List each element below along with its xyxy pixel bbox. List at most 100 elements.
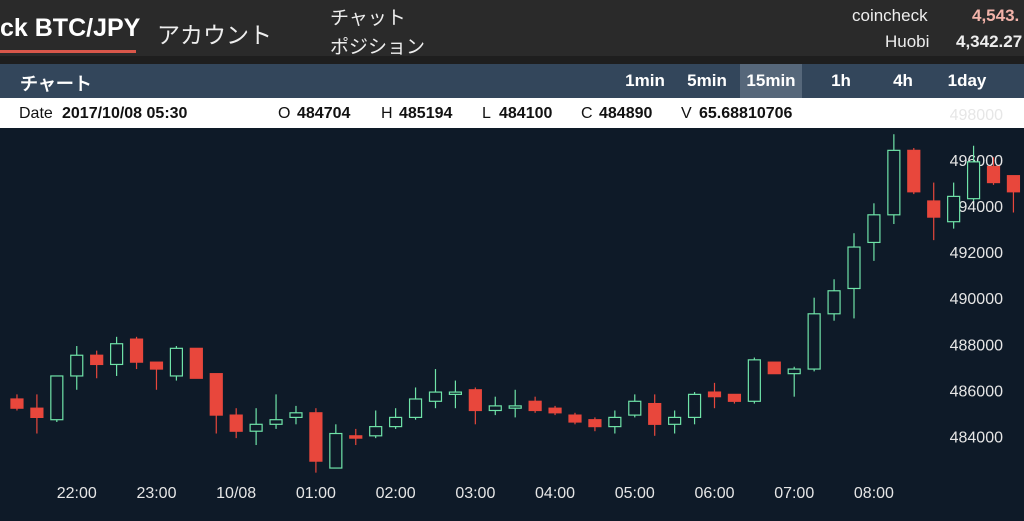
candle-body [648, 402, 662, 425]
candle-body [986, 165, 1001, 184]
y-tick-label: 498000 [950, 107, 1003, 124]
candle-body [727, 393, 742, 402]
candle-body [129, 338, 144, 363]
y-tick-label: 494000 [950, 199, 1003, 216]
info-value: 484704 [297, 105, 350, 122]
candle-body [966, 161, 981, 200]
x-tick-label: 08:00 [854, 485, 894, 502]
candle-body [588, 419, 602, 428]
candle-body [548, 407, 562, 414]
candle-body [369, 426, 383, 437]
brand-underline [0, 50, 136, 53]
candle-body [349, 435, 363, 439]
info-value: 484890 [599, 105, 652, 122]
exchange: Huobi [885, 32, 930, 51]
nav-item[interactable]: アカウント [157, 22, 272, 48]
candle-body [1006, 175, 1021, 193]
info-label: C [581, 105, 593, 122]
x-tick-label: 07:00 [774, 485, 814, 502]
candle-body [408, 398, 423, 419]
info-value: 65.68810706 [699, 105, 793, 122]
candle-body [229, 414, 243, 432]
candle-body [50, 375, 64, 421]
toolbar: チャート 1min 5min 15min 1h 4h 1day [0, 64, 1024, 98]
y-tick-label: 490000 [950, 291, 1003, 308]
candle-body [508, 405, 522, 409]
toolbar-title: チャート [20, 74, 92, 94]
candle-body [927, 200, 941, 218]
candle-body [947, 195, 961, 223]
timeframe-button[interactable]: 5min [687, 71, 727, 90]
candle-body [747, 359, 761, 402]
candle-body [289, 412, 303, 419]
x-tick-label: 02:00 [376, 485, 416, 502]
candle-body [707, 391, 722, 398]
info-label: O [278, 105, 290, 122]
candle-body [90, 354, 104, 366]
candle-body [169, 347, 183, 377]
y-tick-label: 492000 [950, 245, 1003, 262]
brand: ck BTC/JPY [0, 14, 141, 42]
candle-body [10, 398, 24, 409]
timeframe-button[interactable]: 1min [625, 71, 665, 90]
info-value: 485194 [399, 105, 452, 122]
nav-item[interactable]: チャット [330, 8, 406, 29]
chart: Date 2017/10/08 05:30 O 484704 H 485194 L 48410… [0, 98, 1024, 502]
x-tick-label: 04:00 [535, 485, 575, 502]
price: 4,342.27 [956, 32, 1023, 51]
exchange: coincheck [852, 6, 928, 25]
candle-body [608, 416, 622, 428]
x-tick-label: 05:00 [615, 485, 655, 502]
candle-body [30, 407, 44, 419]
price: 4,543. [972, 6, 1020, 25]
candle-body [767, 361, 781, 375]
candle-body [787, 368, 801, 375]
candle-body [528, 400, 542, 412]
timeframe-button[interactable]: 4h [893, 71, 913, 90]
candle-body [329, 432, 343, 469]
candle-body [847, 246, 861, 290]
info-value: 484100 [499, 105, 552, 122]
candle-body [687, 393, 702, 419]
candle-body [110, 343, 124, 366]
x-tick-label: 01:00 [296, 485, 336, 502]
info-label: V [681, 105, 692, 122]
candle-body [149, 361, 164, 370]
timeframe-button[interactable]: 1day [947, 71, 987, 90]
info-label: H [381, 105, 393, 122]
candle-body [448, 391, 463, 395]
candle-body [867, 214, 881, 244]
timeframe-button[interactable]: 1h [831, 71, 851, 90]
candle-body [428, 391, 443, 402]
candle-body [907, 149, 921, 193]
candle-body [269, 419, 283, 425]
candle-body [827, 290, 841, 315]
x-tick-label: 06:00 [694, 485, 734, 502]
candle-body [488, 405, 502, 412]
candle-body [568, 414, 582, 423]
timeframe-button[interactable]: 15min [740, 64, 802, 98]
x-tick-label: 03:00 [455, 485, 495, 502]
candle-body [807, 313, 821, 370]
candle-body [887, 149, 901, 216]
header: ck BTC/JPY アカウント チャット ポジション coincheck 4,… [0, 0, 1024, 58]
x-tick-label: 23:00 [136, 485, 176, 502]
candle-body [389, 416, 403, 428]
divider [0, 56, 1024, 64]
info-label: L [482, 105, 491, 122]
nav-item[interactable]: ポジション [330, 37, 426, 58]
y-tick-label: 486000 [950, 383, 1003, 400]
y-tick-label: 484000 [950, 429, 1003, 446]
candle-body [70, 354, 84, 377]
candle-body [668, 416, 682, 425]
x-tick-label: 22:00 [57, 485, 97, 502]
candle-body [209, 373, 223, 416]
info-value: 2017/10/08 05:30 [62, 105, 188, 122]
candle-body [309, 412, 323, 462]
candle-body [628, 400, 642, 416]
info-background [0, 98, 1024, 128]
x-tick-label: 10/08 [216, 485, 256, 502]
y-tick-label: 488000 [950, 337, 1003, 354]
candle-body [189, 347, 203, 379]
